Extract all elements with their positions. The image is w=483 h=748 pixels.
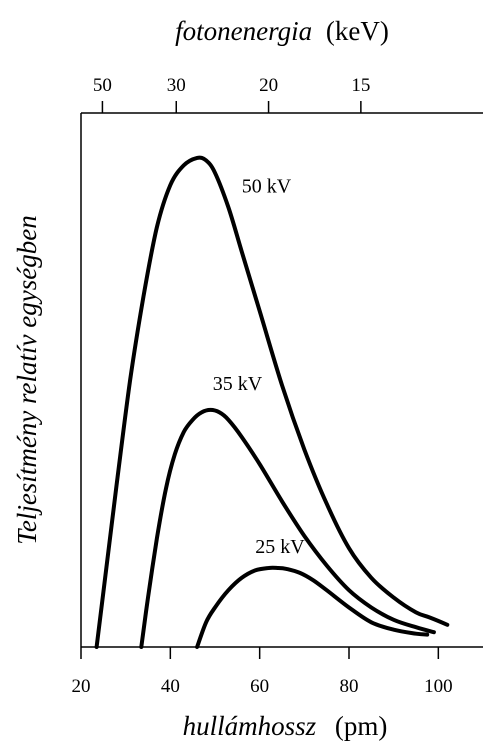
top-ticks: 50 30 20 15 (93, 75, 370, 113)
x-tick-label: 80 (340, 676, 359, 697)
top-tick-label: 50 (93, 75, 112, 96)
top-axis-title: fotonenergia (keV) (175, 16, 389, 46)
top-tick-label: 20 (259, 75, 278, 96)
y-axis-title: Teljesítmény relatív egységben (12, 215, 42, 544)
top-axis-title-italic: fotonenergia (175, 16, 312, 46)
x-tick-label: 40 (161, 676, 180, 697)
series-curve-35-kv (139, 407, 436, 649)
series-curve-50-kv (94, 155, 450, 649)
x-tick-label: 20 (72, 676, 91, 697)
series-label: 35 kV (213, 373, 263, 395)
x-tick-label: 60 (250, 676, 269, 697)
series-label: 50 kV (242, 176, 292, 198)
bottom-ticks: 20 40 60 80 100 (72, 647, 453, 697)
x-tick-label: 100 (424, 676, 453, 697)
top-axis-title-unit: (keV) (326, 16, 389, 46)
x-axis-title-unit: (pm) (335, 711, 387, 741)
x-axis-title-italic: hullámhossz (183, 711, 317, 741)
series-label: 25 kV (255, 536, 305, 558)
top-tick-label: 15 (351, 75, 370, 96)
curves (94, 155, 450, 649)
plot-frame (80, 112, 483, 648)
x-axis-title: hullámhossz (pm) (183, 711, 388, 741)
series-curve-25-kv (195, 565, 430, 649)
top-tick-label: 30 (167, 75, 186, 96)
series-labels: 50 kV 35 kV 25 kV (213, 176, 305, 559)
